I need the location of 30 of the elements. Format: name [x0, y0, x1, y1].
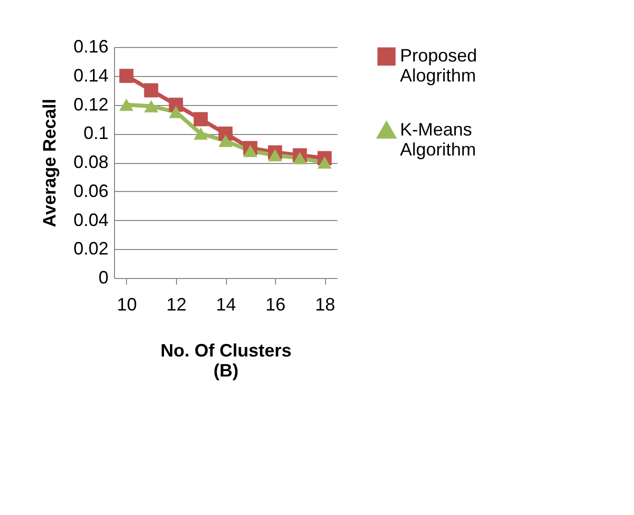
x-tick-label: 10: [116, 294, 137, 314]
y-tick-label: 0.1: [83, 123, 108, 144]
x-tick-label: 14: [216, 294, 236, 314]
x-tick-label: 12: [166, 294, 186, 314]
point: [243, 144, 258, 158]
point: [144, 100, 158, 112]
point: [292, 152, 307, 164]
y-tick-label: 0.16: [73, 36, 108, 56]
point: [268, 149, 282, 162]
point: [318, 156, 332, 169]
text: (B): [214, 360, 238, 380]
point: [218, 134, 233, 147]
x-tick-label: 18: [315, 294, 336, 314]
point: [194, 128, 208, 140]
legend-label: K-Means Algorithm: [400, 120, 476, 160]
y-tick-label: 0: [98, 268, 108, 288]
point: [119, 68, 134, 83]
y-tick-label: 0.02: [73, 238, 108, 259]
legend-label: Proposed Alogrithm: [400, 46, 478, 86]
point: [144, 83, 158, 98]
y-tick-label: 0.12: [73, 94, 108, 114]
y-tick-label: 0.14: [73, 65, 108, 86]
x-tick-label: 16: [266, 294, 286, 314]
point: [194, 112, 208, 126]
x-axis-title: No. Of Clusters: [160, 340, 292, 360]
point: [119, 98, 134, 111]
y-axis-title: Average Recall: [39, 98, 60, 228]
y-tick-label: 0.04: [73, 210, 108, 230]
y-tick-label: 0.08: [73, 152, 108, 172]
y-tick-label: 0.06: [73, 180, 108, 201]
